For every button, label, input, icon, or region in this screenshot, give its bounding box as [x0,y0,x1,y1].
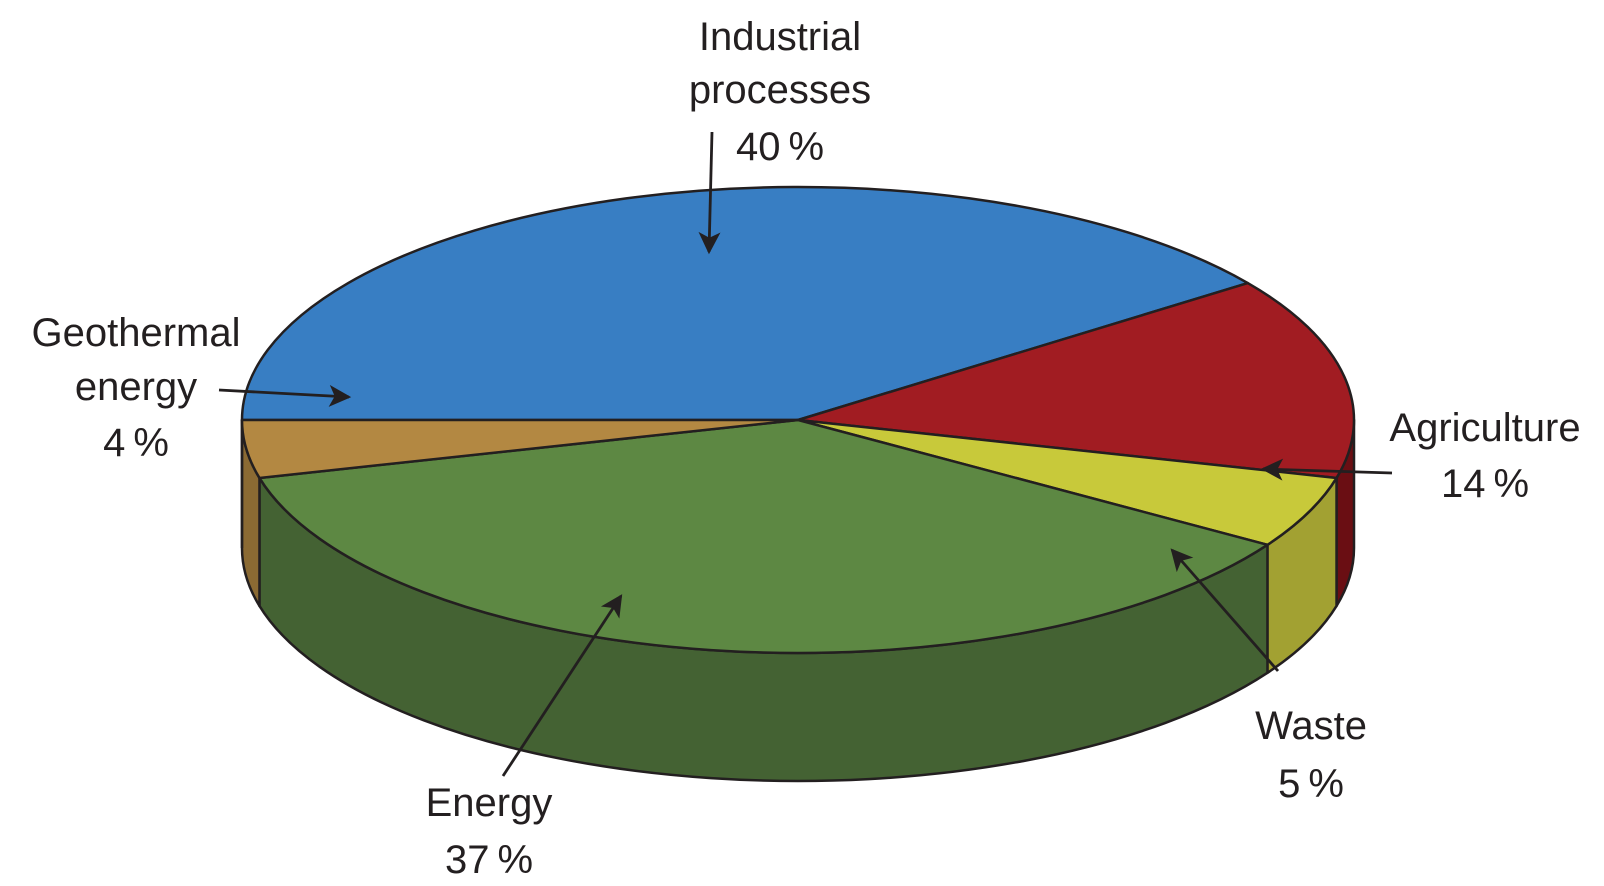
pie-top-slices [240,185,1356,655]
label-agriculture-value: 14 % [1441,462,1529,506]
arrow-geothermal [218,384,352,407]
label-geothermal: Geothermal energy 4 % [32,311,241,465]
slice-industrial [240,185,1250,422]
label-industrial-line-2: processes [689,68,871,112]
label-geothermal-value: 4 % [103,421,169,465]
leader-arrows [218,131,1393,777]
label-industrial-value: 40 % [736,125,824,169]
arrow-industrial [698,131,721,255]
label-geothermal-line-2: energy [75,365,197,409]
label-industrial: Industrial processes 40 % [689,15,871,169]
slice-geothermal [240,418,800,480]
label-energy-value: 37 % [445,838,533,882]
label-geothermal-line-1: Geothermal [32,311,241,355]
arrow-waste [1170,548,1280,672]
label-energy: Energy 37 % [426,781,553,882]
label-industrial-line-1: Industrial [699,15,861,59]
arrow-energy [501,594,623,777]
label-waste: Waste 5 % [1255,704,1367,806]
label-waste-value: 5 % [1278,762,1344,806]
label-waste-line-1: Waste [1255,704,1367,748]
label-agriculture: Agriculture 14 % [1389,406,1580,506]
slice-waste [796,418,1338,547]
label-energy-line-1: Energy [426,781,553,825]
arrow-agriculture [1260,458,1393,481]
label-agriculture-line-1: Agriculture [1389,406,1580,450]
slice-agriculture [796,281,1356,480]
slice-energy [258,418,1269,655]
